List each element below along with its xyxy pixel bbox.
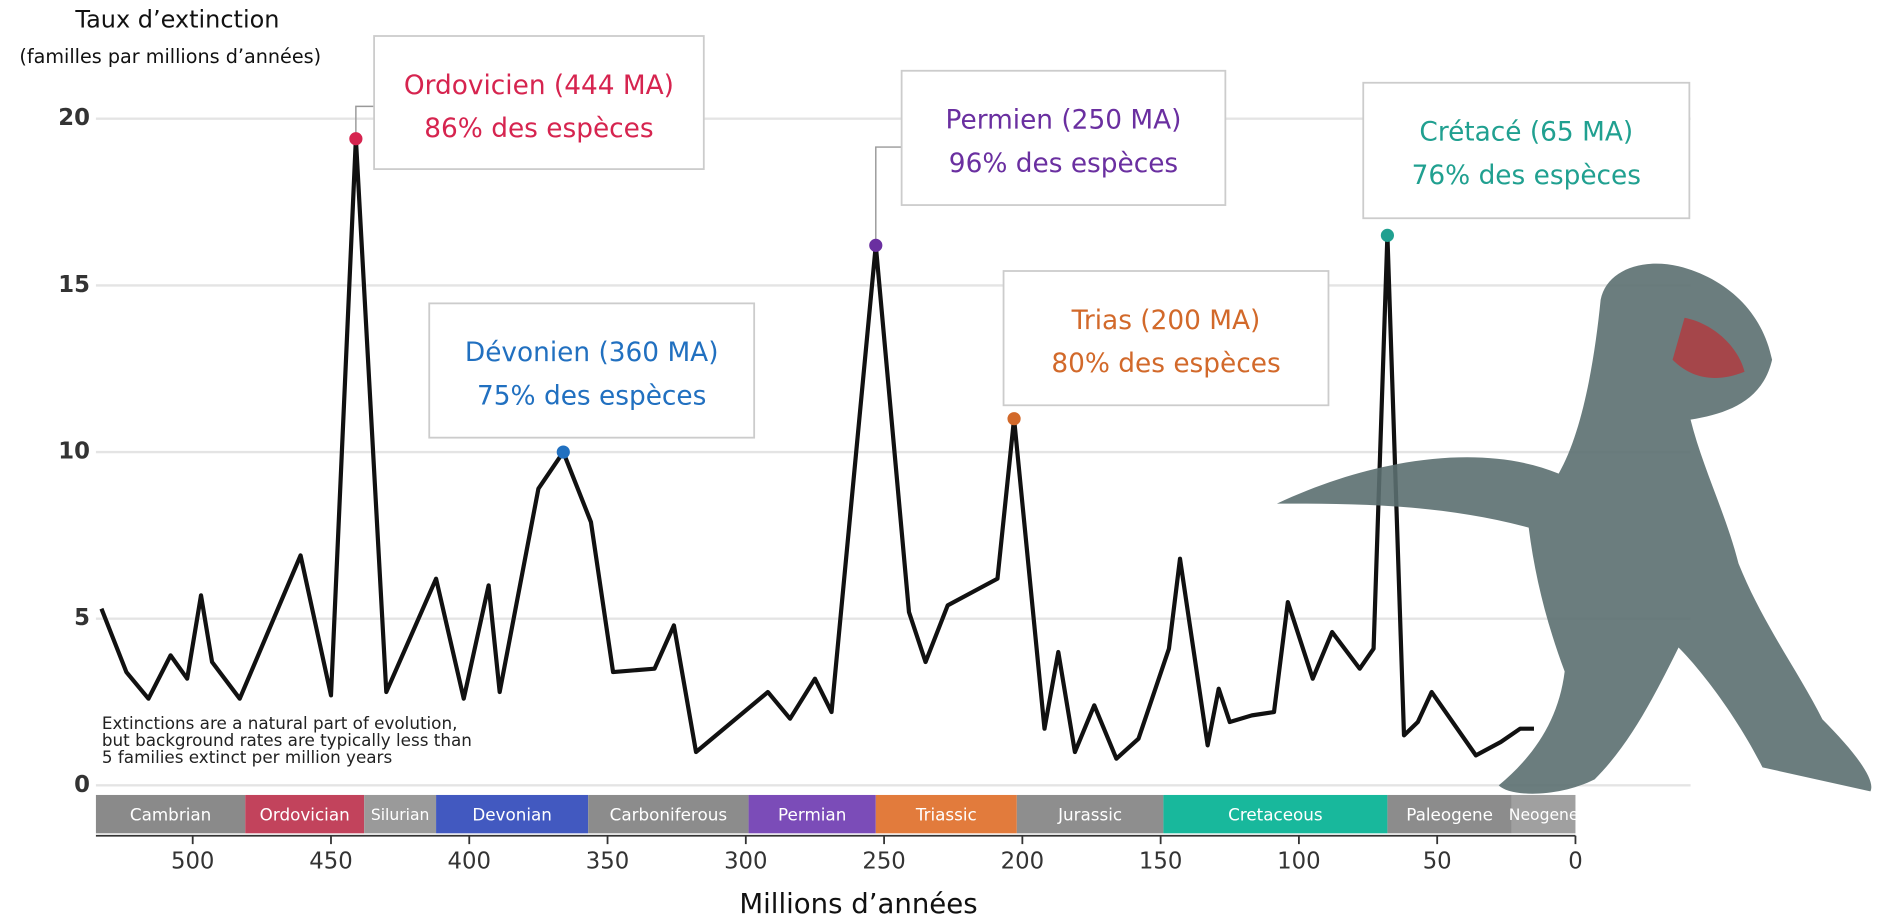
x-tick-label: 400 [448,849,491,875]
x-tick-label: 200 [1001,849,1044,875]
period-band [875,794,1017,834]
dinosaur [1276,263,1872,794]
note: Extinctions are a natural part of evolut… [102,713,458,733]
x-tick-label: 250 [862,849,905,875]
period-band [1016,794,1164,834]
annotation-box [900,69,1227,206]
period-label: Cambrian [130,804,211,824]
period-band [1511,794,1576,834]
y-axis-label: (familles par millions d’années) [19,45,321,68]
connector [875,146,903,246]
annotation-text: 96% des espèces [949,149,1178,179]
x-tick-label: 100 [1277,849,1320,875]
x-tick-label: 350 [586,849,629,875]
period-label: Ordovician [260,804,350,824]
highlight-point [556,445,570,459]
period-label: Silurian [371,806,430,824]
x-tick-label: 50 [1423,849,1452,875]
period-band [1163,794,1388,834]
annotation-box [1362,81,1691,220]
y-tick-label: 0 [74,772,90,798]
annotation-box [428,302,756,439]
highlight-point [1007,412,1021,426]
period-label: Cretaceous [1228,804,1323,824]
y-tick-label: 20 [58,105,90,131]
highlight-point [349,132,363,146]
annotation-box [1002,270,1330,407]
x-tick-label: 450 [309,849,352,875]
period-label: Carboniferous [610,804,727,824]
annotation-text: 75% des espèces [477,381,706,411]
annotation-text: Dévonien (360 MA) [465,338,719,368]
period-band [95,794,246,834]
period-label: Jurassic [1057,804,1122,824]
period-label: Permian [778,804,846,824]
period-label: Triassic [915,804,977,824]
annotation-text: 86% des espèces [424,114,653,144]
annotation-text: Ordovicien (444 MA) [404,71,674,101]
period-label: Neogene [1509,806,1579,824]
period-band [1387,794,1512,834]
period-band [364,794,437,834]
y-tick-label: 15 [58,272,90,298]
y-tick-label: 10 [58,439,90,465]
x-tick-label: 0 [1568,849,1582,875]
x-tick-label: 150 [1139,849,1182,875]
period-label: Paleogene [1406,804,1493,824]
period-band [245,794,365,834]
y-tick-label: 5 [74,605,90,631]
highlight-point [1380,228,1394,242]
y-axis-label: Taux d’extinction [74,5,279,33]
x-tick-label: 300 [724,849,767,875]
x-axis-label: Millions d’années [739,887,977,918]
extinction-line [99,136,1534,761]
annotation-text: Crétacé (65 MA) [1419,118,1633,148]
period-band [588,794,749,834]
note: but background rates are typically less … [102,730,472,750]
note: 5 families extinct per million years [102,747,392,767]
period-band [748,794,876,834]
annotation-text: 76% des espèces [1412,161,1641,191]
annotation-text: Permien (250 MA) [946,106,1182,136]
annotation-box [373,35,705,170]
highlight-point [869,238,883,252]
period-label: Devonian [472,804,552,824]
x-tick-label: 500 [171,849,214,875]
annotation-text: Trias (200 MA) [1071,306,1261,336]
annotation-text: 80% des espèces [1051,349,1280,379]
period-band [436,794,589,834]
connector [355,105,376,139]
